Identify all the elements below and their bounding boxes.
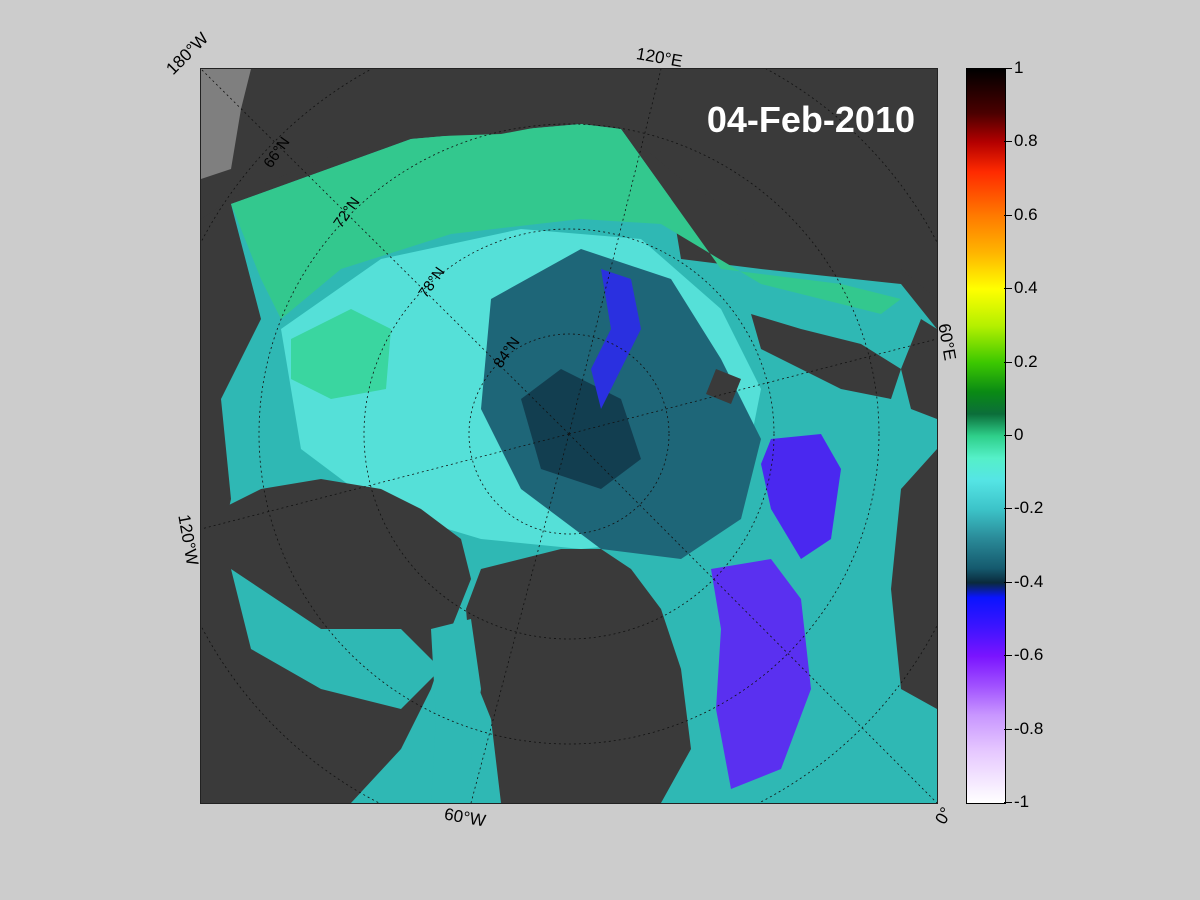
lon-label-60w: 60°W	[442, 804, 488, 831]
colorbar-tick	[1004, 581, 1012, 583]
green-margin-field	[231, 124, 901, 319]
colorbar-tick	[1004, 802, 1012, 803]
colorbar-tick-label: -0.4	[1014, 571, 1044, 591]
colorbar-tick	[1004, 141, 1012, 143]
colorbar-tick	[1004, 655, 1012, 657]
colorbar-tick-label: -0.8	[1014, 718, 1044, 738]
colorbar-tick-label: 0.2	[1014, 351, 1038, 371]
colorbar-tick-label: -1	[1014, 792, 1030, 811]
colorbar-tick-label: 0.6	[1014, 204, 1038, 224]
land-greenland	[466, 549, 691, 803]
polar-map: 66°N 72°N 78°N 84°N 04-Feb-2010	[200, 68, 938, 804]
blue-patch-southeast	[711, 559, 811, 789]
colorbar-tick	[1004, 68, 1012, 69]
blue-patch-east	[761, 434, 841, 559]
land-north-coast	[201, 69, 937, 299]
colorbar-tick	[1004, 728, 1012, 730]
date-label: 04-Feb-2010	[706, 99, 915, 140]
latitude-grid	[201, 69, 937, 803]
colorbar-tick-label: -0.2	[1014, 498, 1044, 518]
lon-label-120w: 120°W	[174, 513, 202, 567]
colorbar	[966, 68, 1006, 804]
longitude-grid	[201, 69, 937, 803]
colorbar-tick	[1004, 288, 1012, 290]
colorbar-tick-label: 0.8	[1014, 131, 1038, 151]
colorbar-tick-label: -0.6	[1014, 645, 1044, 665]
colorbar-tick	[1004, 435, 1012, 436]
sea-ice-field-map: 66°N 72°N 78°N 84°N	[201, 69, 937, 803]
land-franz-josef	[706, 369, 741, 404]
colorbar-tick-label: 0.4	[1014, 278, 1038, 298]
colorbar-tick	[1004, 214, 1012, 216]
land-east	[891, 319, 937, 709]
colorbar-tick-label: 1	[1014, 58, 1024, 77]
archipelago-channel	[231, 569, 441, 709]
baffin-bay	[431, 619, 481, 803]
darkest-central-field	[521, 369, 641, 489]
lon-label-0: 0°	[931, 803, 956, 828]
land-grey-northwest	[201, 69, 251, 179]
land-svalbard	[751, 314, 901, 399]
colorbar-tick	[1004, 361, 1012, 363]
green-patch-field	[291, 309, 391, 399]
colorbar-tick	[1004, 508, 1012, 510]
blue-streak-field	[591, 269, 641, 409]
colorbar-tick-label: 0	[1014, 425, 1024, 444]
